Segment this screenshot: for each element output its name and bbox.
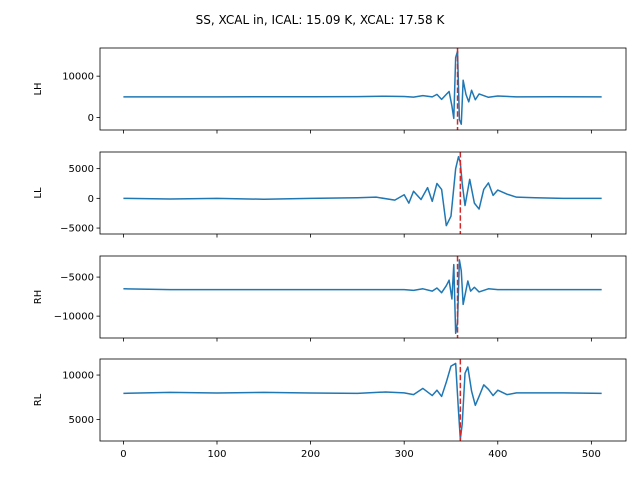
axes-frame (99, 47, 627, 131)
x-tick-label: 400 (488, 449, 507, 460)
y-tick-label: 5000 (69, 415, 94, 426)
figure-suptitle: SS, XCAL in, ICAL: 15.09 K, XCAL: 17.58 … (196, 13, 446, 27)
x-tick-label: 0 (120, 449, 126, 460)
y-tick-label: 10000 (62, 371, 94, 382)
x-tick-label: 300 (395, 449, 414, 460)
y-axis-label: LL (33, 187, 44, 199)
axes-frame (99, 151, 627, 235)
y-tick-label: −10000 (54, 312, 94, 323)
subplot-rh: −10000 −5000 RH (33, 255, 627, 342)
series-line-rl (123, 362, 602, 440)
x-tick-label: 200 (301, 449, 320, 460)
axes-frame (99, 255, 627, 339)
y-tick-label: −5000 (60, 273, 94, 284)
series-line-rh (123, 259, 602, 335)
axes-frame (99, 358, 627, 442)
subplot-ll: −5000 0 5000 LL (33, 151, 627, 238)
y-tick-label: 0 (88, 194, 94, 205)
subplot-lh: 0 10000 LH (33, 47, 627, 134)
y-tick-label: 0 (88, 113, 94, 124)
y-axis-label: RH (33, 290, 44, 304)
y-tick-label: 5000 (69, 164, 94, 175)
y-axis-label: LH (33, 82, 44, 95)
series-line-ll (123, 156, 602, 227)
y-axis-label: RL (33, 393, 44, 406)
series-line-lh (123, 50, 602, 125)
x-tick-label: 500 (582, 449, 601, 460)
x-tick-label: 100 (207, 449, 226, 460)
subplot-rl: 5000 10000 RL 0 100 200 300 400 500 (33, 358, 627, 460)
subplots-group: 010000LH−500005000LL−10000−5000RH5000100… (33, 47, 627, 460)
y-tick-label: −5000 (60, 224, 94, 235)
y-tick-label: 10000 (62, 72, 94, 83)
